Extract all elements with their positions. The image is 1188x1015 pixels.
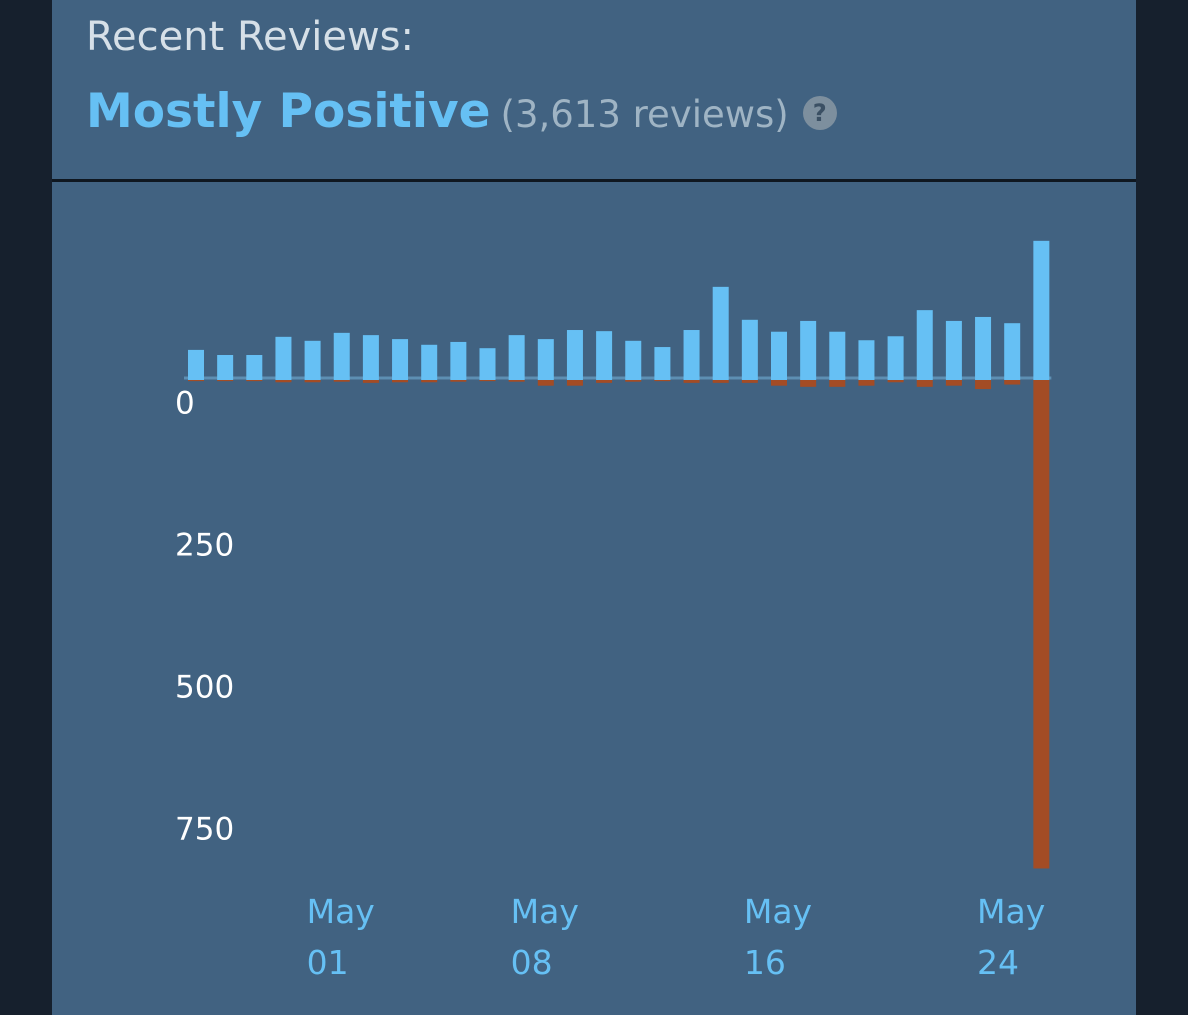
y-tick-label: 750: [175, 812, 234, 848]
bar: [217, 380, 234, 382]
bar: [362, 380, 379, 383]
bar: [975, 316, 992, 380]
bar: [217, 355, 234, 380]
chart-panel: [52, 182, 1136, 1015]
bar: [246, 355, 263, 380]
bar: [362, 335, 379, 380]
bar: [741, 319, 758, 380]
bar: [858, 380, 875, 386]
bar: [275, 336, 292, 380]
bar: [829, 331, 846, 380]
bar: [392, 339, 409, 380]
bar: [858, 340, 875, 380]
help-icon[interactable]: ?: [802, 96, 837, 130]
bar: [887, 336, 904, 380]
bar: [975, 380, 992, 390]
bar: [508, 335, 525, 380]
bar: [479, 380, 496, 382]
review-count: (3,613 reviews): [500, 93, 789, 136]
bar: [945, 320, 962, 380]
bar: [566, 330, 583, 380]
bar: [1033, 240, 1050, 380]
bar: [508, 380, 525, 382]
y-tick-label: 0: [175, 386, 195, 422]
bar: [916, 380, 933, 387]
bar: [596, 380, 613, 383]
bar: [771, 331, 787, 380]
bar: [596, 331, 613, 380]
bar: [188, 380, 204, 382]
bar: [537, 380, 554, 386]
bar: [654, 380, 671, 382]
bar: [479, 348, 496, 380]
bar: [654, 347, 671, 380]
bar: [683, 330, 700, 380]
bar: [421, 344, 438, 380]
bar: [450, 341, 467, 380]
bar: [887, 380, 904, 383]
x-tick-label: May 24: [977, 892, 1046, 982]
y-tick-label: 500: [175, 670, 234, 706]
bar: [625, 340, 642, 380]
rating[interactable]: Mostly Positive: [86, 84, 491, 139]
bar: [800, 320, 817, 380]
bar: [537, 339, 554, 380]
bar: [800, 380, 817, 387]
bar: [683, 380, 700, 383]
bar: [304, 340, 321, 380]
x-tick-label: May 16: [743, 892, 813, 982]
bar: [916, 310, 933, 380]
bar: [1033, 380, 1050, 869]
bar: [392, 380, 409, 383]
bar: [625, 380, 642, 382]
bar: [333, 332, 350, 380]
bar: [712, 286, 729, 380]
bar: [188, 349, 204, 380]
bar: [333, 380, 350, 382]
bar: [712, 380, 729, 383]
bar: [450, 380, 467, 382]
x-tick-label: May 01: [306, 892, 375, 982]
y-tick-label: 250: [175, 528, 234, 564]
bar: [1004, 323, 1021, 380]
bar: [771, 380, 787, 386]
review-header: [52, 0, 1136, 179]
bar: [741, 380, 758, 383]
bar: [829, 380, 846, 387]
rating-row: Mostly Positive (3,613 reviews)?: [86, 84, 837, 139]
bar: [945, 380, 962, 386]
separator: [52, 179, 1136, 182]
bar: [304, 380, 321, 383]
x-tick-label: May 08: [510, 892, 579, 982]
bar: [275, 380, 292, 383]
bar: [566, 380, 583, 386]
section-label: Recent Reviews:: [86, 14, 414, 60]
bar: [421, 380, 438, 383]
bar: [1004, 380, 1021, 385]
bar: [246, 380, 263, 382]
